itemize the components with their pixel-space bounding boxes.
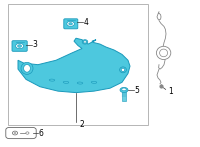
Ellipse shape <box>160 49 168 57</box>
Polygon shape <box>18 38 130 93</box>
Text: 3: 3 <box>32 40 37 49</box>
Bar <box>122 91 126 101</box>
Ellipse shape <box>63 81 69 83</box>
Text: 6: 6 <box>39 128 43 138</box>
Text: 2: 2 <box>79 120 84 129</box>
Ellipse shape <box>12 131 18 135</box>
Ellipse shape <box>26 132 29 134</box>
Ellipse shape <box>77 82 83 84</box>
FancyBboxPatch shape <box>6 127 36 139</box>
Ellipse shape <box>16 43 24 49</box>
Ellipse shape <box>120 67 126 73</box>
FancyBboxPatch shape <box>12 41 27 51</box>
Text: 5: 5 <box>135 86 139 95</box>
Bar <box>8 4 148 125</box>
Ellipse shape <box>24 65 30 72</box>
Ellipse shape <box>91 81 97 83</box>
Ellipse shape <box>14 132 16 134</box>
Ellipse shape <box>21 62 33 74</box>
Ellipse shape <box>121 68 125 71</box>
Ellipse shape <box>120 87 128 93</box>
Ellipse shape <box>69 23 72 25</box>
Ellipse shape <box>49 79 55 81</box>
Ellipse shape <box>82 40 88 44</box>
Text: 4: 4 <box>84 17 88 27</box>
Ellipse shape <box>67 21 74 26</box>
Text: 1: 1 <box>169 87 173 96</box>
Ellipse shape <box>122 88 126 91</box>
FancyBboxPatch shape <box>64 19 78 29</box>
Ellipse shape <box>156 46 171 60</box>
Ellipse shape <box>18 45 22 47</box>
Ellipse shape <box>84 41 86 43</box>
